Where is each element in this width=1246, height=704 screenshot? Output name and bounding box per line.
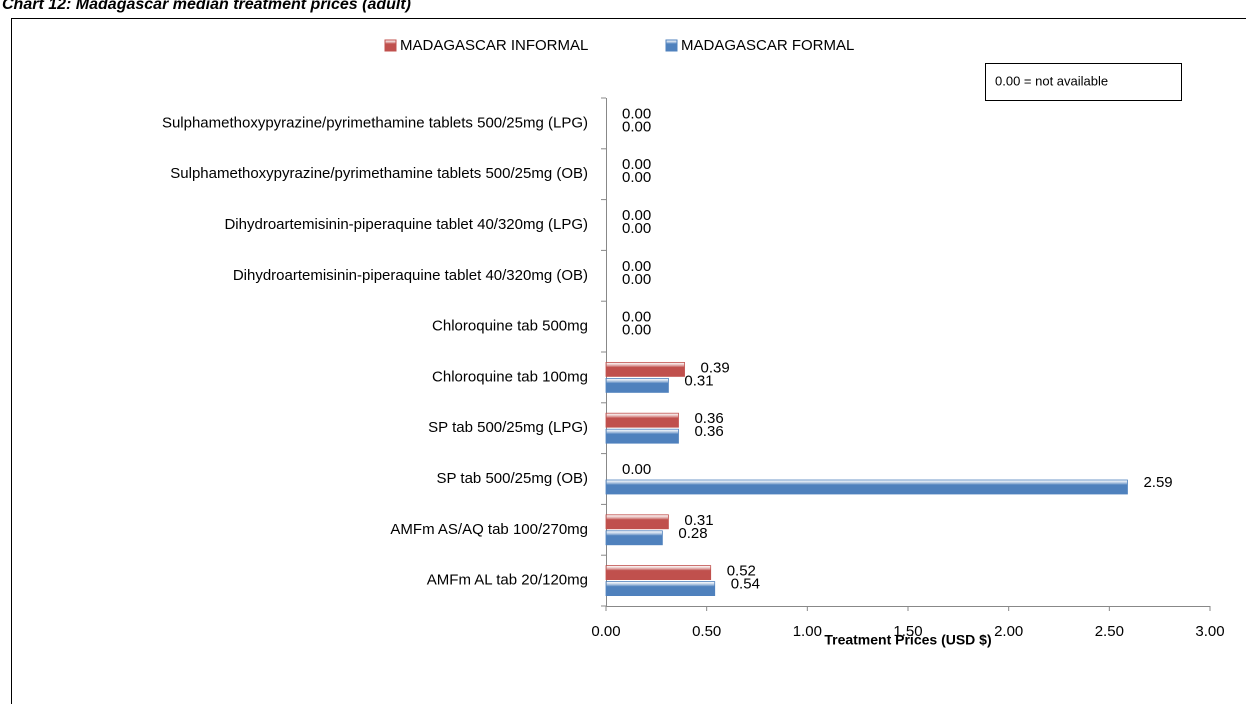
bar (605, 377, 669, 393)
y-tick-label: Chloroquine tab 500mg (432, 318, 588, 335)
y-tick-label: AMFm AS/AQ tab 100/270mg (390, 521, 588, 538)
data-label: 0.39 (701, 359, 730, 376)
data-label: 0.36 (694, 410, 723, 427)
bar (605, 479, 1128, 495)
y-tick-label: Dihydroartemisinin-piperaquine tablet 40… (233, 267, 588, 284)
annotation-box (985, 63, 1182, 101)
legend-swatch (665, 39, 678, 52)
bar (605, 412, 679, 428)
data-label: 0.00 (622, 118, 651, 135)
legend-label: MADAGASCAR FORMAL (681, 37, 854, 54)
data-label: 0.00 (622, 156, 651, 173)
data-label: 0.00 (622, 220, 651, 237)
legend-swatch (384, 39, 397, 52)
data-label: 0.00 (622, 169, 651, 186)
data-label: 0.00 (622, 207, 651, 224)
data-label: 0.31 (684, 512, 713, 529)
data-label: 0.00 (622, 271, 651, 288)
x-tick-label: 2.50 (1095, 623, 1124, 640)
bar (605, 530, 663, 546)
x-tick-label: 0.00 (591, 623, 620, 640)
y-tick-label: AMFm AL tab 20/120mg (427, 572, 588, 589)
data-label: 2.59 (1143, 474, 1172, 491)
x-axis-title: Treatment Prices (USD $) (824, 632, 991, 648)
data-label: 0.36 (694, 423, 723, 440)
bar (605, 361, 685, 377)
bar (605, 514, 669, 530)
bar (605, 428, 679, 444)
annotation: 0.00 = not available (995, 73, 1108, 88)
data-label: 0.00 (622, 105, 651, 122)
data-label: 0.00 (622, 258, 651, 275)
chart-title: Chart 12: Madagascar median treatment pr… (2, 0, 411, 13)
y-tick-label: Chloroquine tab 100mg (432, 368, 588, 385)
data-label: 0.00 (622, 309, 651, 326)
data-label: 0.28 (678, 525, 707, 542)
data-label: 0.00 (622, 322, 651, 339)
x-tick-label: 3.00 (1195, 623, 1224, 640)
x-tick-label: 1.00 (793, 623, 822, 640)
data-label: 0.52 (727, 563, 756, 580)
y-tick-label: Sulphamethoxypyrazine/pyrimethamine tabl… (170, 165, 588, 182)
y-tick-label: SP tab 500/25mg (OB) (437, 470, 588, 487)
data-label: 0.54 (731, 576, 760, 593)
data-label: 0.00 (622, 461, 651, 478)
x-tick-label: 2.00 (994, 623, 1023, 640)
x-tick-label: 1.50 (893, 623, 922, 640)
bar (605, 581, 716, 596)
legend-label: MADAGASCAR INFORMAL (400, 37, 588, 54)
y-tick-label: Sulphamethoxypyrazine/pyrimethamine tabl… (162, 114, 588, 131)
bar (605, 565, 712, 580)
y-tick-label: Dihydroartemisinin-piperaquine tablet 40… (224, 216, 588, 233)
y-tick-label: SP tab 500/25mg (LPG) (428, 419, 588, 436)
x-tick-label: 0.50 (692, 623, 721, 640)
data-label: 0.31 (684, 372, 713, 389)
